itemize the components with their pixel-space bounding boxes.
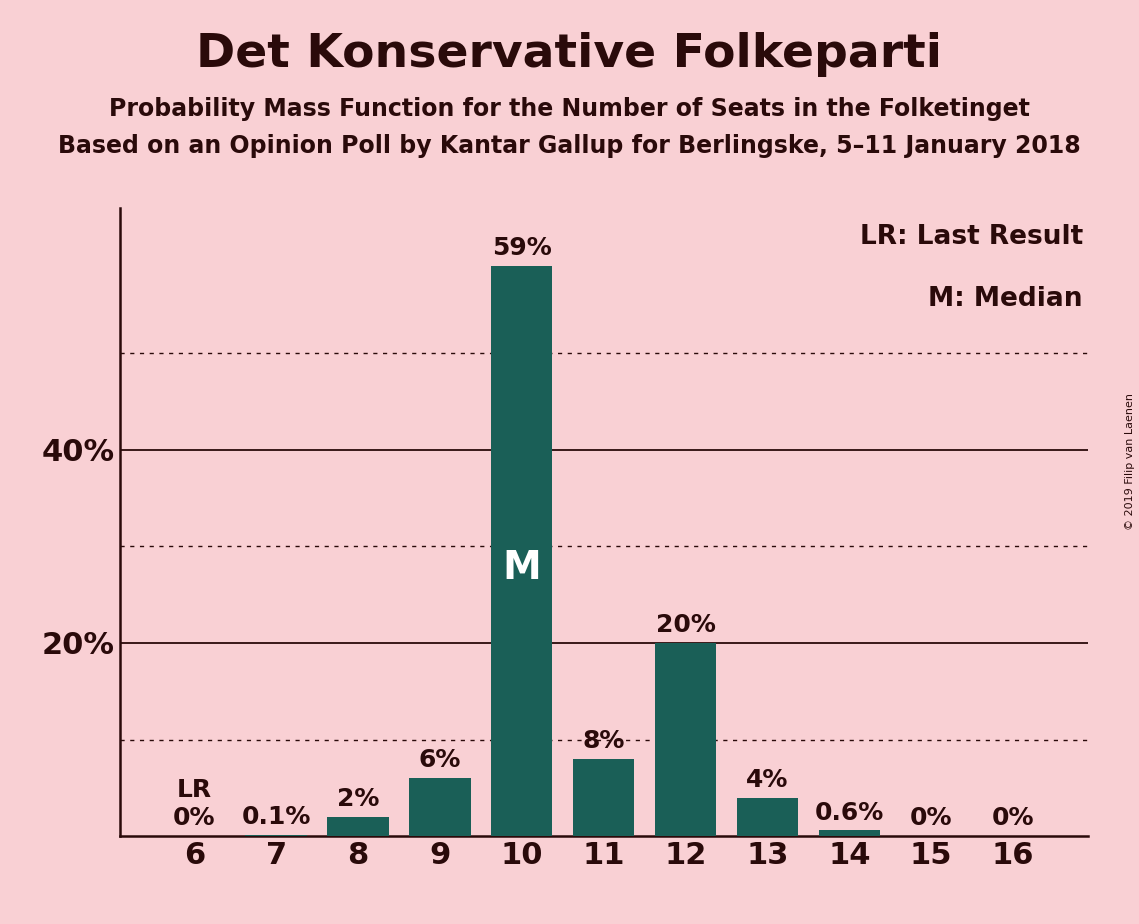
Text: 0%: 0% xyxy=(173,807,215,831)
Text: 6%: 6% xyxy=(419,748,461,772)
Text: LR: Last Result: LR: Last Result xyxy=(860,224,1083,249)
Text: M: Median: M: Median xyxy=(928,286,1083,312)
Bar xyxy=(737,797,798,836)
Text: © 2019 Filip van Laenen: © 2019 Filip van Laenen xyxy=(1125,394,1134,530)
Bar xyxy=(819,831,880,836)
Bar xyxy=(573,759,634,836)
Text: Probability Mass Function for the Number of Seats in the Folketinget: Probability Mass Function for the Number… xyxy=(109,97,1030,121)
Text: 2%: 2% xyxy=(337,787,379,811)
Bar xyxy=(655,643,716,836)
Bar xyxy=(491,266,552,836)
Bar xyxy=(409,778,470,836)
Text: 8%: 8% xyxy=(582,729,625,753)
Text: 0%: 0% xyxy=(910,807,952,831)
Text: 0.1%: 0.1% xyxy=(241,806,311,830)
Text: 0%: 0% xyxy=(992,807,1034,831)
Text: 59%: 59% xyxy=(492,237,551,260)
Text: M: M xyxy=(502,549,541,587)
Bar xyxy=(246,835,306,836)
Bar xyxy=(327,817,388,836)
Text: LR: LR xyxy=(177,778,212,802)
Text: Based on an Opinion Poll by Kantar Gallup for Berlingske, 5–11 January 2018: Based on an Opinion Poll by Kantar Gallu… xyxy=(58,134,1081,158)
Text: 0.6%: 0.6% xyxy=(814,800,884,824)
Text: Det Konservative Folkeparti: Det Konservative Folkeparti xyxy=(197,32,942,78)
Text: 20%: 20% xyxy=(656,614,715,637)
Text: 4%: 4% xyxy=(746,768,788,792)
